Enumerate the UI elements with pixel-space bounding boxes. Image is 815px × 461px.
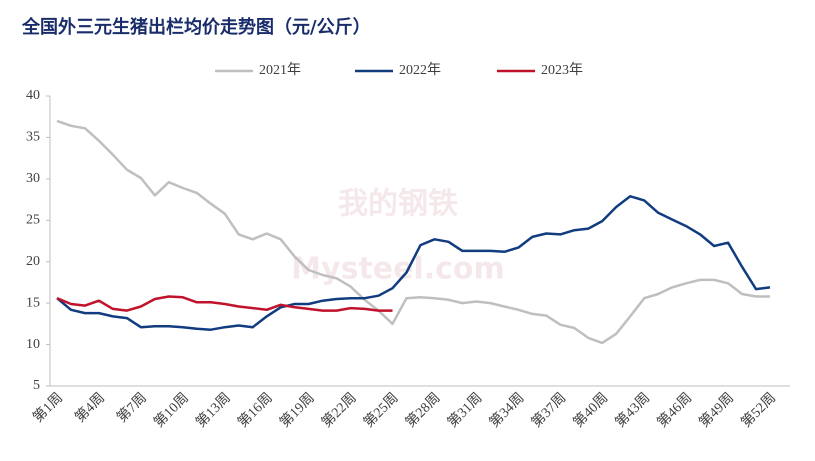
x-tick-label: 第22周 <box>318 389 360 431</box>
legend-label: 2022年 <box>399 62 441 78</box>
watermark: 我的钢铁 <box>338 187 458 222</box>
x-tick-label: 第10周 <box>150 389 192 431</box>
x-tick-label: 第16周 <box>234 389 276 431</box>
x-tick-label: 第34周 <box>486 389 528 431</box>
x-tick-label: 第31周 <box>444 389 486 431</box>
x-tick-label: 第46周 <box>654 389 696 431</box>
series-line <box>56 119 770 345</box>
x-tick-label: 第1周 <box>29 389 66 426</box>
series-line <box>56 195 771 331</box>
x-tick-label: 第40周 <box>570 389 612 431</box>
x-tick-label: 第19周 <box>276 389 318 431</box>
series-line <box>56 295 393 312</box>
x-tick-label: 第37周 <box>528 389 570 431</box>
x-tick-label: 第52周 <box>737 389 779 431</box>
legend-label: 2023年 <box>541 62 583 78</box>
x-tick-label: 第49周 <box>695 389 737 431</box>
x-tick-label: 第7周 <box>113 389 150 426</box>
y-tick-label: 20 <box>26 254 40 269</box>
y-tick-label: 10 <box>26 337 40 352</box>
x-tick-label: 第28周 <box>402 389 444 431</box>
y-tick-label: 40 <box>26 88 40 103</box>
x-tick-label: 第13周 <box>192 389 234 431</box>
x-tick-label: 第4周 <box>71 389 108 426</box>
y-tick-label: 5 <box>33 378 40 393</box>
legend-label: 2021年 <box>259 62 301 78</box>
x-tick-label: 第25周 <box>360 389 402 431</box>
y-tick-label: 15 <box>26 295 40 310</box>
x-tick-label: 第43周 <box>612 389 654 431</box>
y-tick-label: 30 <box>26 171 40 186</box>
chart-title: 全国外三元生猪出栏均价走势图（元/公斤） <box>21 16 371 38</box>
y-tick-label: 35 <box>26 130 40 145</box>
y-tick-label: 25 <box>26 213 40 228</box>
